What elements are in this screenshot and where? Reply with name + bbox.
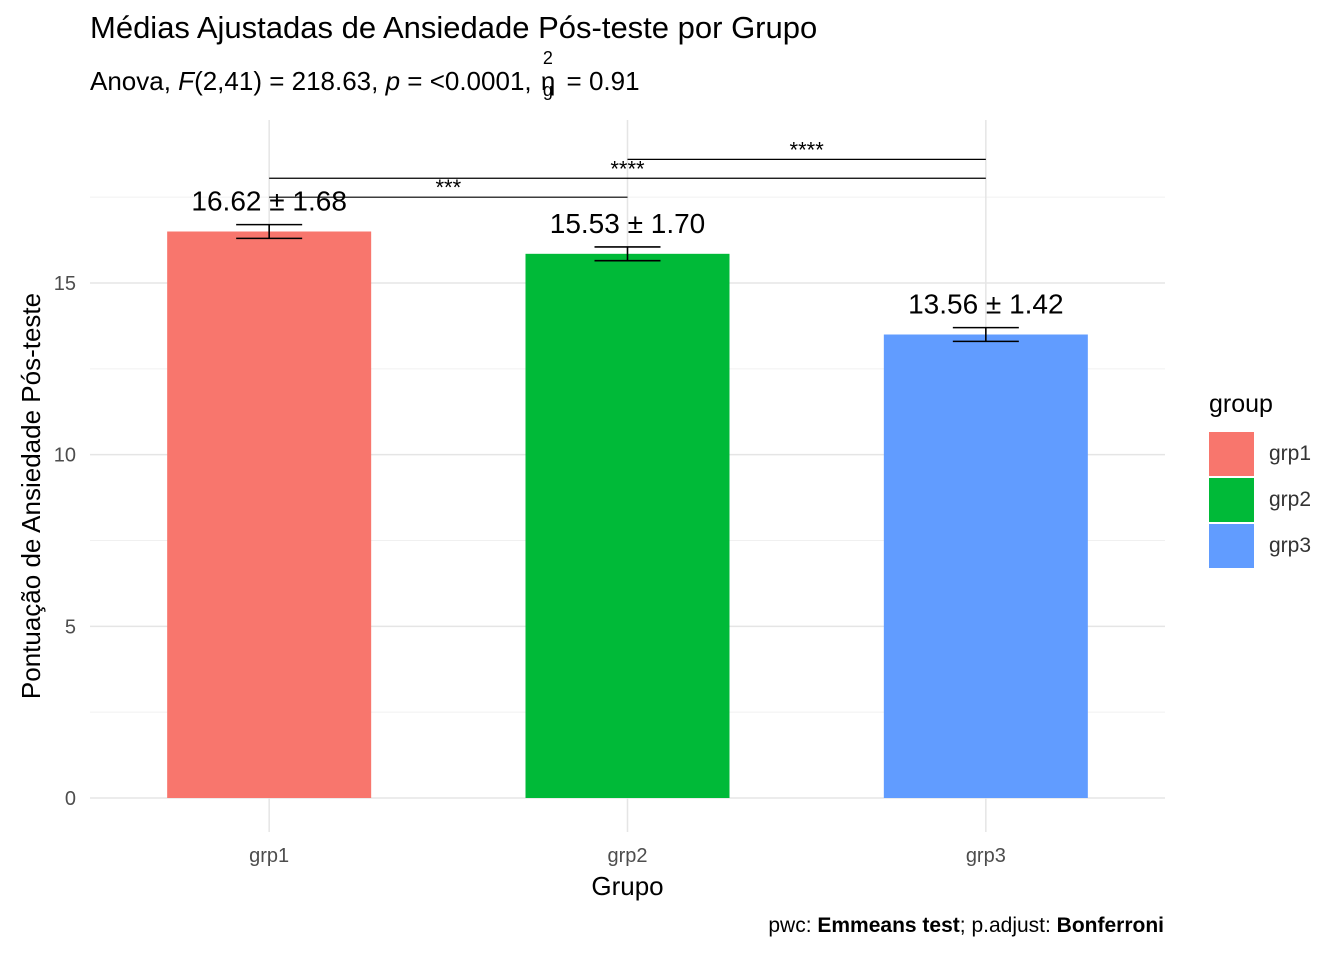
x-tick-label: grp3 [966,845,1006,867]
bar-grp3 [883,334,1088,798]
significance-label: **** [790,137,825,162]
eta-value: = 0.91 [559,66,640,96]
x-axis-title: Grupo [591,871,663,901]
value-label-grp2: 15.53 ± 1.70 [550,208,706,239]
y-tick-label: 10 [54,445,76,467]
eta-subscript: g [542,80,553,100]
eta-letter: η [540,66,556,96]
caption-pwc-label: pwc: [768,914,818,937]
legend-title: group [1209,390,1273,418]
p-value: = <0.0001, [400,66,539,96]
p-symbol: p [385,66,401,96]
x-tick-label: grp2 [607,845,647,867]
f-symbol: F [178,66,195,96]
caption-adjust-value: Bonferroni [1056,914,1164,937]
value-label-grp1: 16.62 ± 1.68 [191,186,347,217]
chart-title: Médias Ajustadas de Ansiedade Pós-teste … [90,10,818,45]
legend-key-grp1 [1209,432,1254,476]
x-tick-label: grp1 [249,845,289,867]
legend-label-grp3: grp3 [1269,534,1312,557]
y-tick-label: 5 [65,616,76,638]
caption-pwc-value: Emmeans test [817,914,960,937]
y-tick-label: 15 [54,273,76,295]
significance-label: **** [610,156,645,181]
eta-superscript: 2 [542,48,553,68]
legend-key-grp3 [1209,524,1254,568]
subtitle-prefix: Anova, [90,66,179,96]
bar-grp1 [167,231,372,798]
caption-sep: ; p.adjust: [959,914,1057,937]
y-tick-label: 0 [65,788,76,810]
legend-label-grp1: grp1 [1269,442,1312,465]
legend-label-grp2: grp2 [1269,488,1312,511]
y-axis-title: Pontuação de Ansiedade Pós-teste [16,293,46,699]
legend-key-grp2 [1209,478,1254,522]
significance-label: *** [435,175,461,200]
chart-caption: pwc: Emmeans test; p.adjust: Bonferroni [768,914,1164,938]
value-label-grp3: 13.56 ± 1.42 [908,289,1064,320]
f-statistic: (2,41) = 218.63, [194,66,386,96]
bar-grp2 [525,253,730,799]
